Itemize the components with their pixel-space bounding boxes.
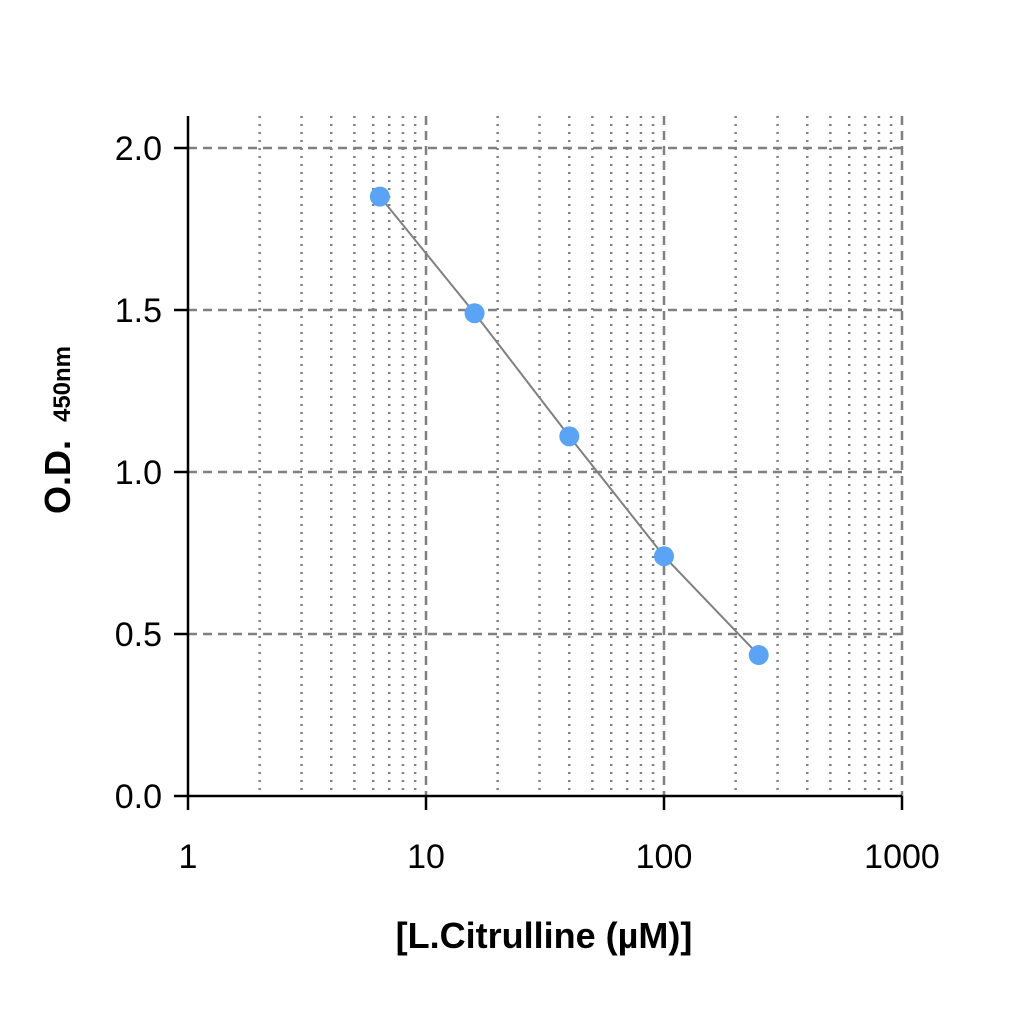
x-tick-label: 1000 — [864, 838, 940, 876]
x-axis-title: [L.Citrulline (µM)] — [396, 915, 693, 956]
fit-curve — [379, 195, 760, 656]
y-tick-label: 1.5 — [115, 292, 162, 330]
data-point — [748, 645, 769, 666]
x-tick-label: 1 — [179, 838, 198, 876]
data-point — [654, 546, 674, 567]
data-point — [559, 426, 580, 447]
y-tick-label: 0.0 — [115, 778, 162, 816]
tick-labels: 0.0 0.5 1.0 1.5 2.0 1 10 100 1000 — [115, 130, 940, 876]
y-axis-title-sub: 450nm — [49, 346, 76, 422]
x-tick-label: 100 — [636, 838, 693, 876]
data-points — [369, 186, 769, 666]
y-tick-label: 1.0 — [115, 454, 162, 492]
data-point — [369, 186, 390, 207]
data-point — [464, 303, 485, 324]
y-axis-title-main: O.D. — [37, 440, 78, 514]
fit-line — [379, 195, 760, 656]
axes — [174, 116, 904, 810]
y-tick-label: 0.5 — [115, 616, 162, 654]
y-axis-title: O.D. 450nm — [37, 346, 78, 514]
x-tick-label: 10 — [407, 838, 445, 876]
grid — [188, 116, 904, 796]
y-tick-label: 2.0 — [115, 130, 162, 168]
